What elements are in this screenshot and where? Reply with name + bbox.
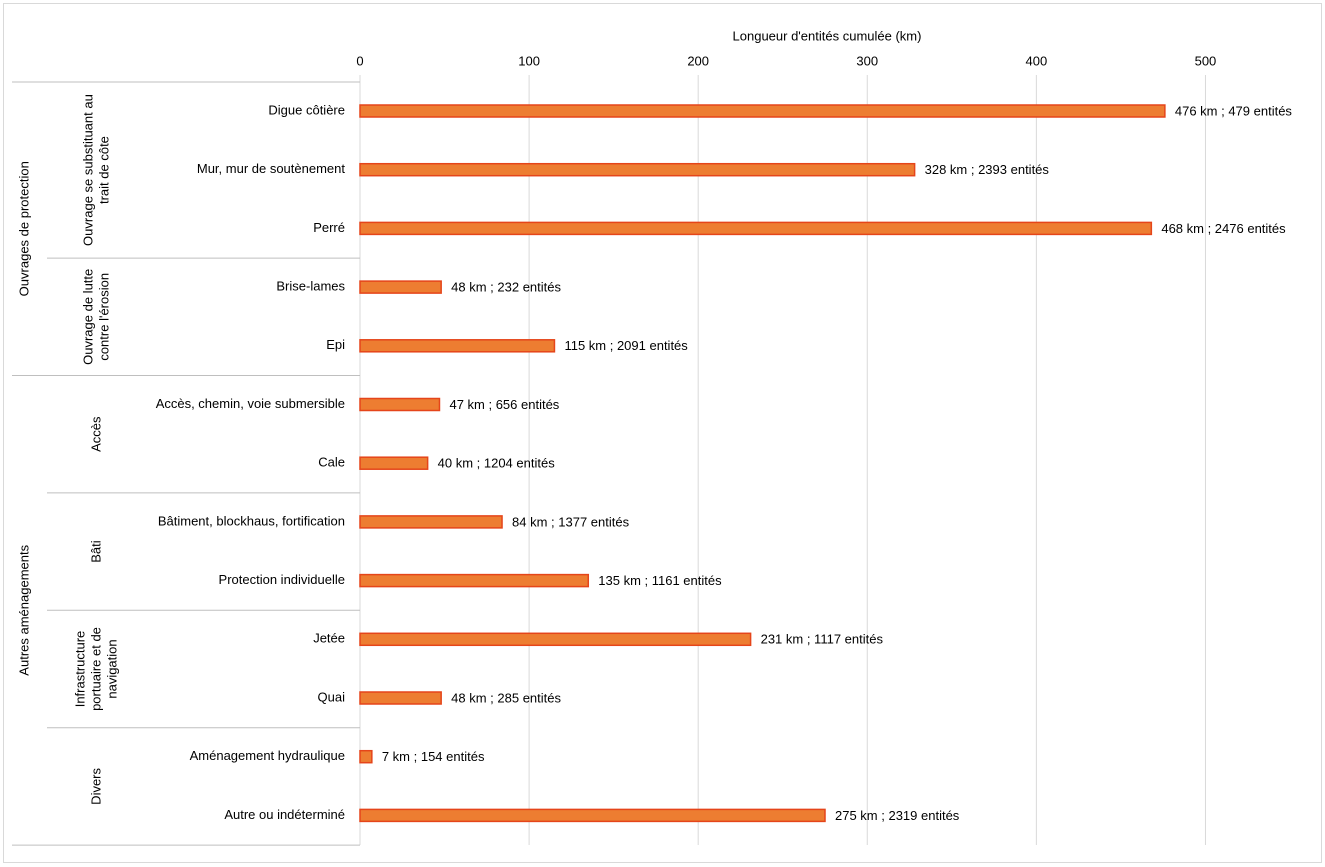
subgroup-label: Bâti (88, 540, 103, 563)
data-label: 84 km ; 1377 entités (512, 514, 630, 529)
subgroup-label: trait de côte (96, 136, 111, 204)
bar (359, 397, 441, 412)
bar (359, 456, 429, 470)
data-label: 328 km ; 2393 entités (925, 162, 1050, 177)
category-label: Perré (313, 220, 345, 235)
bar (359, 573, 590, 588)
data-label: 40 km ; 1204 entités (438, 456, 556, 471)
x-tick-label: 200 (687, 53, 709, 68)
category-label: Bâtiment, blockhaus, fortification (158, 513, 345, 528)
x-tick-label: 0 (356, 53, 363, 68)
subgroup-label: Ouvrage se substituant au (80, 94, 95, 246)
category-label: Jetée (313, 631, 345, 646)
bar (359, 691, 442, 705)
category-label: Aménagement hydraulique (190, 748, 345, 763)
category-label: Epi (326, 337, 345, 352)
category-label: Accès, chemin, voie submersible (156, 396, 345, 411)
x-tick-label: 400 (1026, 53, 1048, 68)
bar (359, 339, 556, 353)
data-label: 47 km ; 656 entités (449, 397, 559, 412)
bar (359, 221, 1153, 236)
category-label: Mur, mur de soutènement (197, 161, 346, 176)
x-tick-label: 500 (1195, 53, 1217, 68)
bar (359, 515, 503, 529)
data-label: 115 km ; 2091 entités (564, 338, 688, 353)
subgroup-label: portuaire et de (88, 627, 103, 711)
category-label: Autre ou indéterminé (224, 807, 345, 822)
data-label: 135 km ; 1161 entités (598, 573, 722, 588)
subgroup-label: contre l'érosion (96, 273, 111, 361)
category-label: Cale (318, 455, 345, 470)
bar (359, 162, 916, 177)
category-label: Quai (318, 689, 346, 704)
subgroup-label: Accès (88, 416, 103, 452)
data-label: 476 km ; 479 entités (1175, 103, 1293, 118)
x-tick-label: 100 (518, 53, 540, 68)
group-label: Ouvrages de protection (16, 161, 31, 296)
data-label: 231 km ; 1117 entités (761, 632, 884, 647)
data-label: 7 km ; 154 entités (382, 749, 485, 764)
bar (359, 280, 442, 294)
x-axis-title: Longueur d'entités cumulée (km) (733, 28, 922, 43)
category-label: Brise-lames (276, 279, 345, 294)
data-label: 468 km ; 2476 entités (1161, 221, 1286, 236)
data-label: 48 km ; 232 entités (451, 280, 561, 295)
subgroup-label: navigation (104, 639, 119, 698)
chart-border (3, 3, 1322, 863)
subgroup-label: Ouvrage de lutte (80, 269, 95, 365)
x-tick-label: 300 (856, 53, 878, 68)
category-label: Protection individuelle (219, 572, 345, 587)
bar (359, 808, 826, 823)
subgroup-label: Divers (88, 767, 103, 804)
bar (359, 104, 1166, 118)
group-label: Autres aménagements (16, 544, 31, 675)
subgroup-label: Infrastructure (72, 631, 87, 708)
bar (359, 749, 373, 764)
data-label: 275 km ; 2319 entités (835, 808, 960, 823)
bar (359, 632, 752, 647)
data-label: 48 km ; 285 entités (451, 690, 561, 705)
category-label: Digue côtière (268, 102, 345, 117)
